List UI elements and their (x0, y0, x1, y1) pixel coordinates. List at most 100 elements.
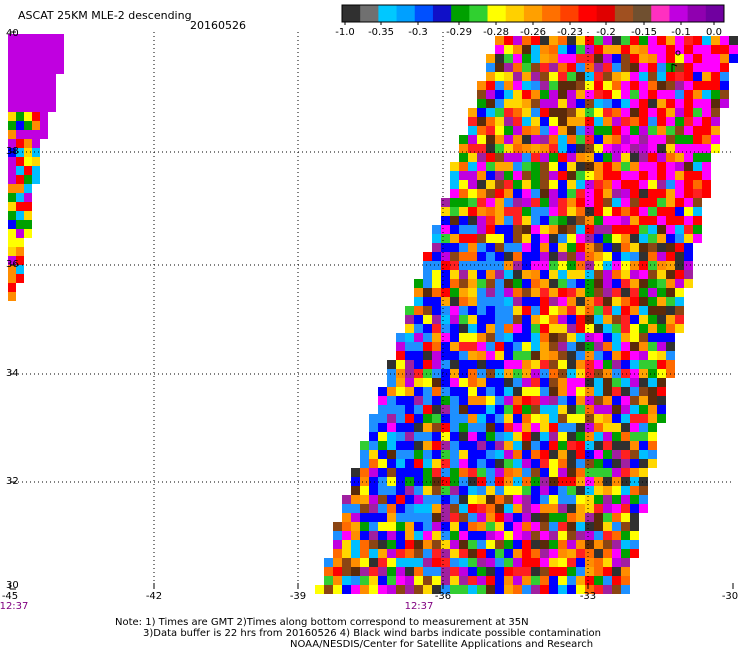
swath-cell (603, 486, 612, 495)
swath-cell (468, 576, 477, 585)
swath-cell (351, 585, 360, 594)
swath-cell (32, 175, 40, 184)
swath-cell (576, 306, 585, 315)
lat-label-40: 40 (6, 28, 19, 39)
swath-cell (639, 450, 648, 459)
swath-cell (558, 342, 567, 351)
swath-cell (558, 387, 567, 396)
swath-cell (24, 211, 32, 220)
swath-cell (540, 522, 549, 531)
swath-cell (414, 531, 423, 540)
swath-cell (468, 225, 477, 234)
swath-cell (666, 108, 675, 117)
swath-cell (585, 189, 594, 198)
swath-cell (576, 126, 585, 135)
swath-cell (621, 342, 630, 351)
swath-cell (630, 198, 639, 207)
swath-cell (630, 306, 639, 315)
swath-cell (657, 126, 666, 135)
swath-cell (513, 207, 522, 216)
swath-cell (531, 495, 540, 504)
swath-cell (666, 252, 675, 261)
swath-cell (576, 90, 585, 99)
swath-cell (477, 450, 486, 459)
swath-cell (396, 360, 405, 369)
swath-cell (540, 360, 549, 369)
swath-cell (594, 180, 603, 189)
swath-cell (378, 576, 387, 585)
swath-cell (558, 252, 567, 261)
swath-cell (540, 72, 549, 81)
swath-cell (603, 441, 612, 450)
swath-cell (8, 193, 16, 202)
swath-cell (630, 288, 639, 297)
swath-cell (504, 171, 513, 180)
swath-cell (675, 36, 684, 45)
colorbar (341, 4, 725, 25)
swath-cell (540, 540, 549, 549)
swath-cell (648, 108, 657, 117)
swath-cell (675, 324, 684, 333)
swath-cell (540, 351, 549, 360)
swath-cell (513, 216, 522, 225)
swath-cell (585, 99, 594, 108)
swath-cell (486, 90, 495, 99)
swath-cell (666, 54, 675, 63)
swath-cell (657, 72, 666, 81)
swath-cell (729, 54, 738, 63)
swath-cell (675, 63, 684, 72)
swath-cell (567, 189, 576, 198)
swath-cell (414, 540, 423, 549)
swath-cell (432, 306, 441, 315)
swath-cell (342, 585, 351, 594)
swath-cell (32, 139, 40, 148)
swath-cell (567, 504, 576, 513)
swath-cell (468, 558, 477, 567)
swath-cell (504, 459, 513, 468)
swath-cell (603, 36, 612, 45)
swath-cell (567, 441, 576, 450)
swath-cell (603, 108, 612, 117)
swath-cell (378, 432, 387, 441)
swath-cell (16, 256, 24, 265)
swath-cell (540, 459, 549, 468)
swath-cell (414, 504, 423, 513)
colorbar-swatch (469, 5, 489, 22)
swath-cell (40, 112, 48, 121)
swath-cell (693, 90, 702, 99)
swath-cell (648, 450, 657, 459)
swath-cell (360, 531, 369, 540)
swath-cell (468, 441, 477, 450)
swath-cell (396, 450, 405, 459)
swath-cell (495, 513, 504, 522)
swath-cell (702, 180, 711, 189)
swath-cell (405, 558, 414, 567)
swath-cell (441, 360, 450, 369)
swath-cell (468, 522, 477, 531)
swath-cell (477, 495, 486, 504)
swath-cell (486, 360, 495, 369)
swath-cell (441, 585, 450, 594)
swath-cell (684, 108, 693, 117)
swath-cell (369, 567, 378, 576)
swath-cell (603, 459, 612, 468)
swath-cell (477, 171, 486, 180)
swath-cell (8, 274, 16, 283)
swath-cell (468, 117, 477, 126)
swath-cell (639, 342, 648, 351)
swath-cell (585, 108, 594, 117)
swath-cell (558, 90, 567, 99)
swath-cell (405, 324, 414, 333)
swath-cell (630, 504, 639, 513)
swath-cell (450, 441, 459, 450)
swath-cell (558, 360, 567, 369)
swath-cell (459, 207, 468, 216)
swath-cell (594, 54, 603, 63)
swath-cell (585, 243, 594, 252)
swath-cell (576, 63, 585, 72)
swath-cell (441, 261, 450, 270)
swath-cell (657, 315, 666, 324)
swath-cell (612, 342, 621, 351)
swath-cell (342, 513, 351, 522)
swath-cell (441, 549, 450, 558)
